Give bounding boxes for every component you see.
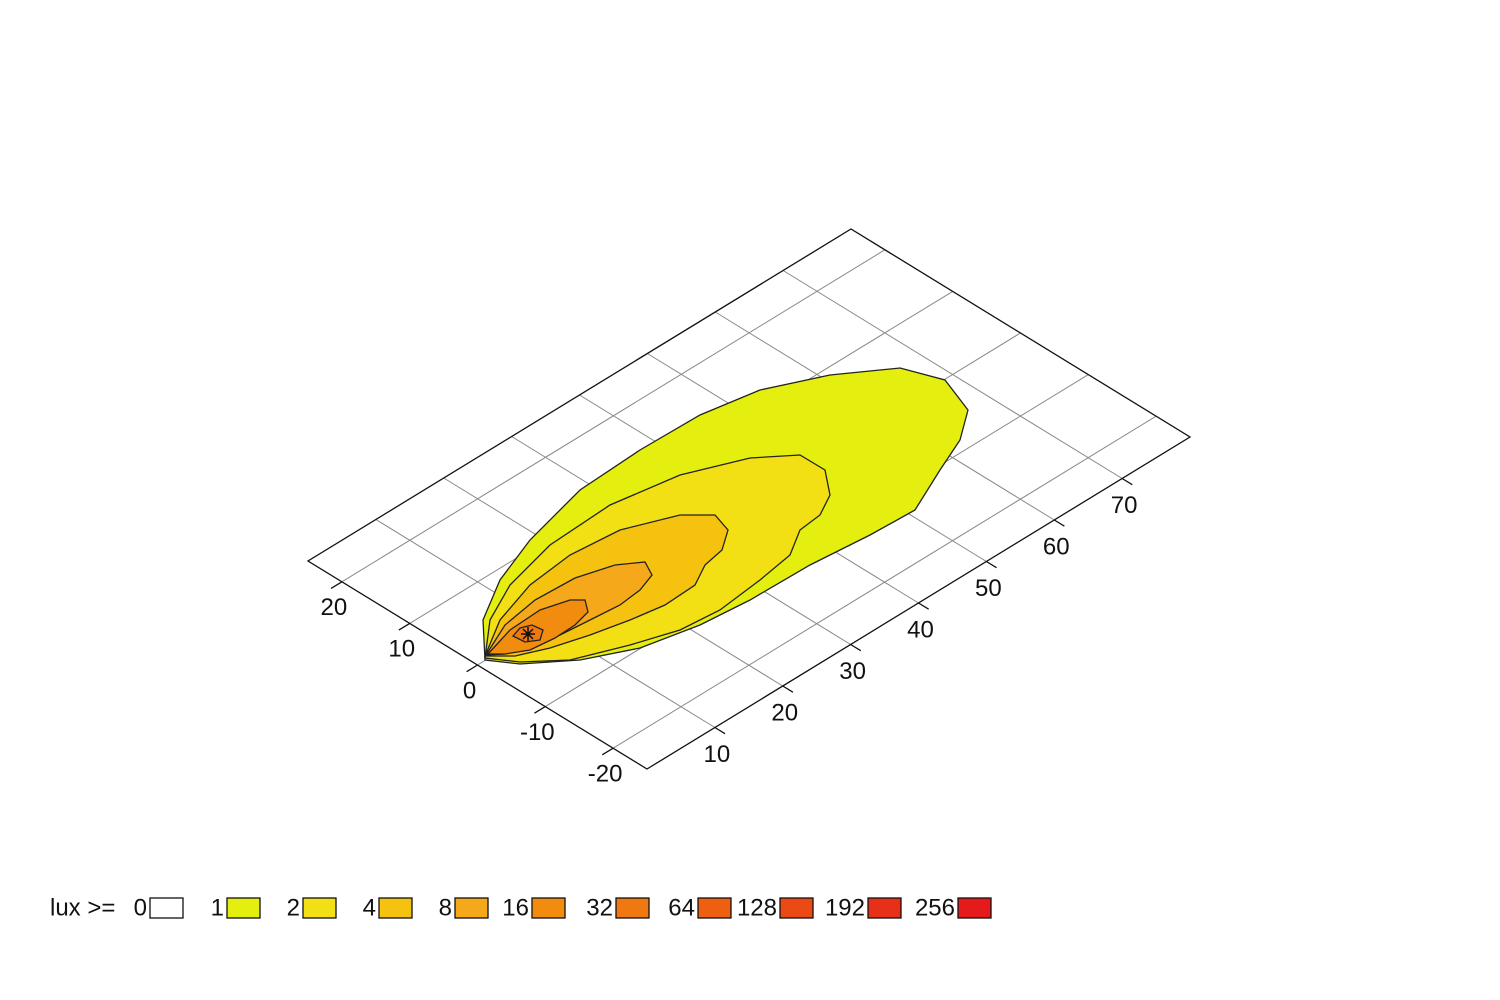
y-tick-label: -10 xyxy=(520,719,555,746)
legend-swatch xyxy=(302,897,337,919)
isolux-contour xyxy=(486,599,589,655)
y-tick-mark xyxy=(466,664,478,673)
x-tick-label: 50 xyxy=(975,575,1002,602)
y-tick-mark xyxy=(398,622,411,631)
x-tick-label: 10 xyxy=(704,741,731,768)
x-tick-label: 60 xyxy=(1043,533,1070,560)
legend-label: 0 xyxy=(134,894,147,921)
legend-label: 2 xyxy=(287,894,300,921)
legend-label: 1 xyxy=(211,894,224,921)
y-tick-label: -20 xyxy=(588,761,623,788)
legend-swatch xyxy=(697,897,732,919)
x-tick-label: 40 xyxy=(907,616,934,643)
x-tick-mark xyxy=(782,685,794,693)
legend-label: 16 xyxy=(502,894,529,921)
legend-label: 4 xyxy=(363,894,376,921)
legend: lux >= 0 1 2 4 8 16 32 64 128 192 256 xyxy=(50,894,992,921)
x-tick-label: 70 xyxy=(1111,492,1138,519)
legend-label: 256 xyxy=(915,894,955,921)
x-tick-mark xyxy=(986,560,997,569)
y-tick-mark xyxy=(534,706,546,714)
legend-swatch xyxy=(867,897,902,919)
luminaire-marker xyxy=(521,627,535,641)
x-tick-label: 20 xyxy=(771,699,798,726)
legend-label: 128 xyxy=(737,894,777,921)
x-tick-mark xyxy=(1121,477,1133,486)
y-tick-label: 10 xyxy=(388,636,415,663)
plane-outline xyxy=(306,228,1192,770)
legend-swatch xyxy=(149,897,184,919)
legend-label: 32 xyxy=(586,894,613,921)
legend-label: 64 xyxy=(668,894,695,921)
legend-swatch xyxy=(957,897,992,919)
grid-line xyxy=(341,249,886,583)
legend-swatch xyxy=(378,897,413,919)
y-tick-mark xyxy=(330,581,343,589)
legend-swatch xyxy=(226,897,261,919)
x-tick-mark xyxy=(1053,519,1065,527)
x-tick-mark xyxy=(918,602,930,610)
isolux-contours xyxy=(482,367,969,665)
x-tick-mark xyxy=(850,643,862,652)
y-tick-mark xyxy=(601,747,614,756)
legend-label: 8 xyxy=(439,894,452,921)
legend-title: lux >= xyxy=(50,894,115,921)
grid-line xyxy=(612,415,1157,749)
y-tick-label: 0 xyxy=(463,677,476,704)
y-tick-label: 20 xyxy=(321,594,348,621)
legend-swatch xyxy=(531,897,566,919)
legend-label: 192 xyxy=(825,894,865,921)
x-tick-mark xyxy=(714,726,726,735)
legend-swatch xyxy=(454,897,489,919)
legend-swatch xyxy=(779,897,814,919)
x-tick-label: 30 xyxy=(839,658,866,685)
legend-swatch xyxy=(615,897,650,919)
plane-axes: 10 20 30 40 50 60 70 -20 -10 0 10 20 xyxy=(306,228,1192,788)
